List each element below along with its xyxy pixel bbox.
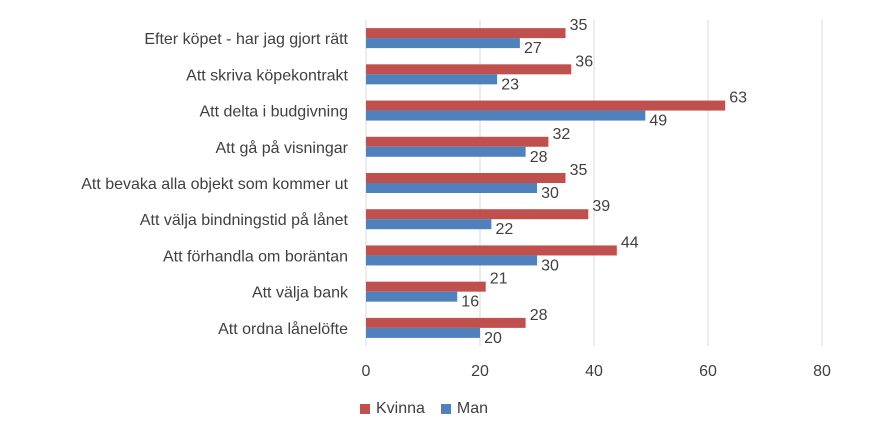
data-label-man: 30 [541, 257, 559, 274]
bar-man [366, 110, 646, 121]
bar-kvinna [366, 136, 549, 147]
data-label-kvinna: 63 [729, 90, 747, 107]
data-label-kvinna: 44 [621, 234, 639, 251]
category-label: Att välja bindningstid på lånet [140, 211, 349, 229]
legend-swatch-man [440, 404, 451, 414]
legend-label-kvinna: Kvinna [376, 400, 425, 417]
bar-kvinna [366, 281, 486, 292]
data-label-kvinna: 39 [592, 198, 610, 215]
legend-swatch-kvinna [360, 404, 370, 414]
category-labels: Efter köpet - har jag gjort rätt Att skri… [81, 31, 349, 338]
data-label-kvinna: 35 [570, 17, 588, 34]
data-label-kvinna: 21 [490, 271, 508, 288]
data-label-man: 28 [530, 149, 548, 166]
data-label-man: 23 [501, 76, 519, 93]
category-label: Att förhandla om boräntan [163, 248, 348, 265]
data-label-man: 20 [484, 330, 502, 347]
data-label-man: 22 [496, 221, 514, 238]
legend-item-kvinna: Kvinna [360, 400, 425, 418]
legend-item-man: Man [440, 400, 489, 418]
bar-man [366, 219, 492, 230]
x-tick-label: 40 [585, 363, 603, 380]
bar-man [366, 327, 480, 338]
category-label: Att gå på visningar [215, 139, 348, 157]
bar-man [366, 183, 537, 193]
data-label-kvinna: 28 [530, 307, 548, 324]
legend-label-man: Man [456, 400, 489, 417]
data-label-man: 27 [524, 40, 542, 57]
bar-man [366, 255, 537, 266]
legend: Kvinna Man [360, 400, 504, 418]
bar-kvinna [366, 100, 726, 111]
category-label: Att välja bank [252, 285, 349, 302]
data-label-kvinna: 35 [570, 162, 588, 179]
data-label-kvinna: 36 [575, 53, 593, 70]
x-tick-labels: 0 20 40 60 80 [362, 363, 831, 380]
x-tick-label: 60 [699, 363, 717, 380]
data-label-kvinna: 32 [553, 126, 571, 143]
bar-man [366, 74, 498, 85]
bars [366, 28, 726, 338]
bar-kvinna [366, 245, 617, 256]
data-label-man: 16 [461, 294, 479, 311]
category-label: Att delta i budgivning [199, 104, 348, 121]
bar-man [366, 146, 526, 157]
data-label-man: 30 [541, 185, 559, 202]
x-tick-label: 0 [362, 363, 371, 380]
bar-kvinna [366, 28, 566, 39]
x-tick-label: 80 [813, 363, 831, 380]
bar-man [366, 38, 520, 49]
data-labels: 35 27 36 23 63 49 32 28 35 30 39 22 44 30 21 16 28 20 [461, 17, 747, 347]
bar-kvinna [366, 209, 589, 220]
category-label: Att ordna lånelöfte [218, 320, 348, 338]
bar-kvinna [366, 317, 526, 328]
category-label: Efter köpet - har jag gjort rätt [144, 31, 348, 48]
bar-kvinna [366, 173, 566, 183]
data-label-man: 49 [649, 113, 667, 130]
x-tick-label: 20 [471, 363, 489, 380]
category-label: Att bevaka alla objekt som kommer ut [81, 176, 348, 193]
bar-man [366, 291, 458, 302]
bar-kvinna [366, 64, 572, 75]
category-label: Att skriva köpekontrakt [186, 67, 348, 84]
